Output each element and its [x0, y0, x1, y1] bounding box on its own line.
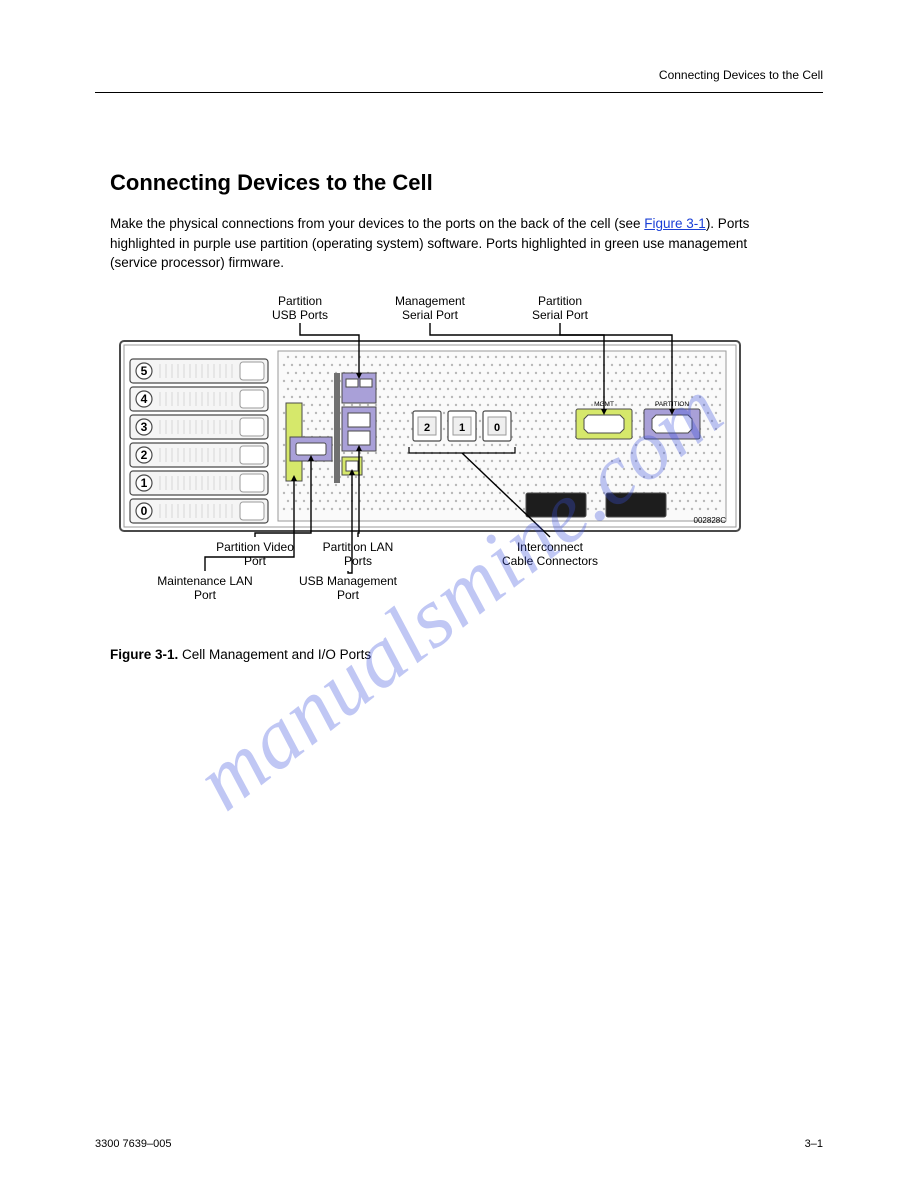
- figure-number: Figure 3-1.: [110, 647, 178, 662]
- running-header: Connecting Devices to the Cell: [659, 68, 823, 82]
- svg-text:5: 5: [141, 364, 148, 378]
- cell-ports-diagram: PartitionUSB PortsManagementSerial PortP…: [110, 287, 750, 627]
- figure-caption: Figure 3-1. Cell Management and I/O Port…: [110, 647, 750, 662]
- svg-text:Port: Port: [194, 588, 217, 602]
- svg-text:Port: Port: [337, 588, 360, 602]
- figure-title: Cell Management and I/O Ports: [182, 647, 371, 662]
- svg-text:Interconnect: Interconnect: [517, 540, 584, 554]
- svg-text:Serial Port: Serial Port: [402, 308, 459, 322]
- svg-text:0: 0: [141, 504, 148, 518]
- svg-text:Maintenance LAN: Maintenance LAN: [157, 574, 252, 588]
- svg-text:1: 1: [141, 476, 148, 490]
- svg-text:002828C: 002828C: [694, 516, 727, 525]
- svg-text:Serial Port: Serial Port: [532, 308, 589, 322]
- footer-right: 3–1: [805, 1138, 823, 1150]
- svg-text:Ports: Ports: [344, 554, 372, 568]
- figure-link[interactable]: Figure 3-1: [644, 216, 706, 231]
- page-footer: 3300 7639–005 3–1: [95, 1138, 823, 1150]
- para-text-before: Make the physical connections from your …: [110, 216, 644, 231]
- svg-text:Cable Connectors: Cable Connectors: [502, 554, 598, 568]
- svg-text:USB Ports: USB Ports: [272, 308, 328, 322]
- svg-text:3: 3: [141, 420, 148, 434]
- footer-left: 3300 7639–005: [95, 1138, 171, 1150]
- header-rule: [95, 92, 823, 93]
- svg-text:USB Management: USB Management: [299, 574, 398, 588]
- svg-text:Partition LAN: Partition LAN: [323, 540, 394, 554]
- svg-text:2: 2: [141, 448, 148, 462]
- svg-text:Partition: Partition: [538, 294, 582, 308]
- svg-text:Port: Port: [244, 554, 267, 568]
- section-heading: Connecting Devices to the Cell: [110, 170, 823, 196]
- svg-text:0: 0: [494, 422, 500, 434]
- svg-text:Partition Video: Partition Video: [216, 540, 294, 554]
- intro-paragraph: Make the physical connections from your …: [110, 214, 750, 273]
- svg-text:2: 2: [424, 422, 430, 434]
- svg-text:Partition: Partition: [278, 294, 322, 308]
- figure: PartitionUSB PortsManagementSerial PortP…: [110, 287, 750, 662]
- svg-text:4: 4: [141, 392, 148, 406]
- svg-text:Management: Management: [395, 294, 466, 308]
- svg-text:1: 1: [459, 422, 465, 434]
